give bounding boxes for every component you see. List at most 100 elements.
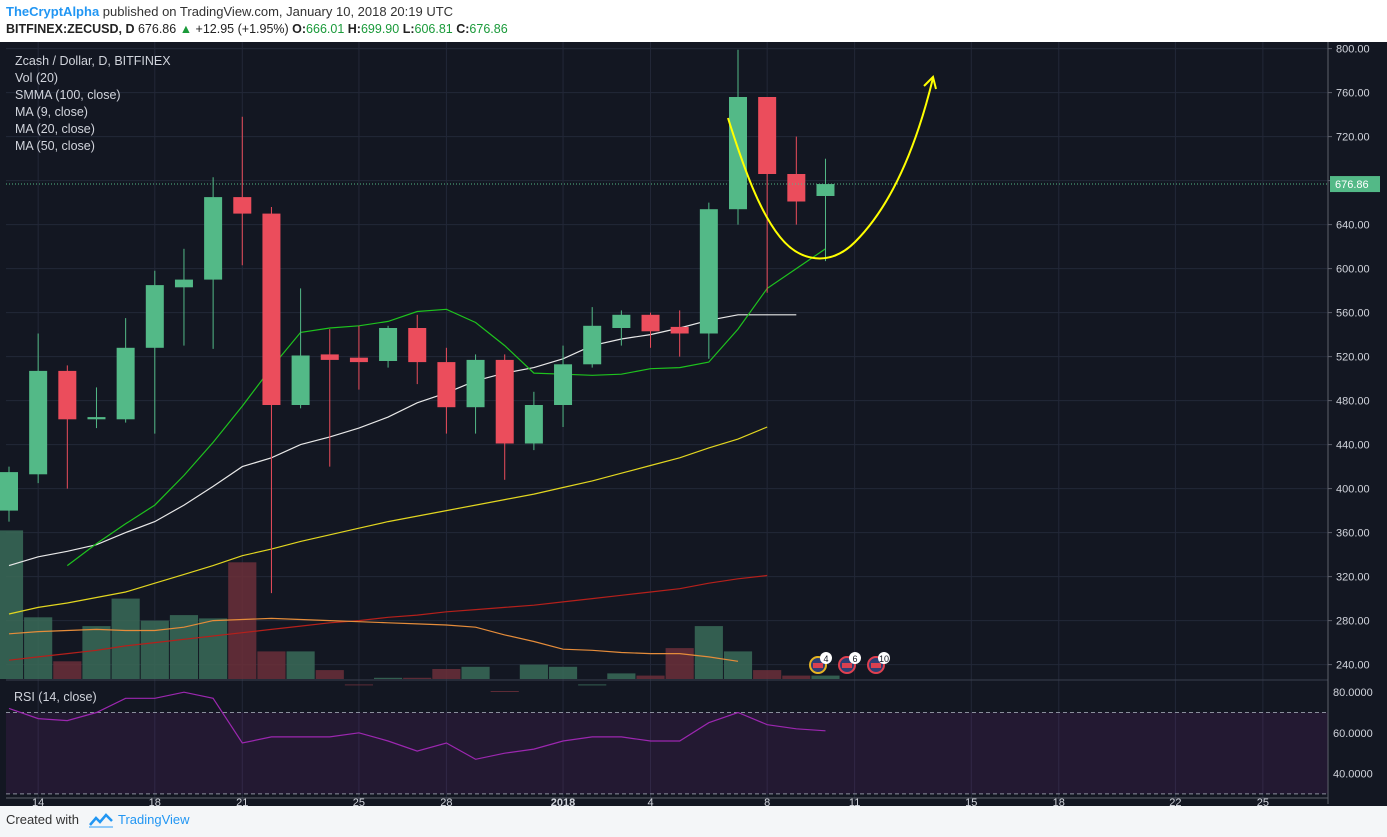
rsi-tick-label: 60.0000 — [1333, 728, 1373, 740]
candle-body — [349, 357, 368, 363]
candle-body — [408, 328, 427, 363]
tradingview-logo-icon — [89, 813, 113, 828]
time-tick-label: 22 — [1169, 797, 1181, 806]
price-tick-label: 720.00 — [1336, 132, 1370, 144]
event-count-badge — [820, 652, 832, 664]
event-flag-icon[interactable]: 10 — [867, 652, 890, 674]
tradingview-link[interactable]: TradingView — [118, 812, 190, 827]
price-tick-label: 440.00 — [1336, 440, 1370, 452]
candle-body — [612, 314, 631, 328]
volume-bar — [665, 648, 694, 679]
candle-body — [58, 370, 77, 420]
author-link[interactable]: TheCryptAlpha — [6, 4, 100, 19]
time-tick-label: 11 — [849, 797, 860, 806]
volume-bar — [753, 670, 782, 679]
legend-ma20: MA (20, close) — [15, 122, 95, 136]
symbol-line: BITFINEX:ZECUSD, D 676.86 ▲ +12.95 (+1.9… — [6, 22, 508, 36]
open-label: O: — [292, 22, 307, 36]
legend-vol: Vol (20) — [15, 71, 58, 85]
created-with-text: Created with — [6, 812, 79, 827]
time-tick-label: 4 — [647, 797, 653, 806]
up-arrow-icon: ▲ — [179, 22, 193, 36]
price-tick-label: 800.00 — [1336, 44, 1370, 56]
time-tick-label: 25 — [353, 797, 365, 806]
volume-bar — [403, 677, 432, 679]
candle-body — [233, 197, 252, 214]
volume-bar — [0, 530, 24, 679]
time-tick-label: 21 — [236, 797, 248, 806]
legend-title: Zcash / Dollar, D, BITFINEX — [15, 54, 171, 68]
rsi-line — [8, 691, 826, 760]
rsi-tick-label: 40.0000 — [1333, 769, 1373, 781]
annotation-drawing — [727, 75, 937, 260]
volume-bar — [315, 670, 344, 679]
candle-body — [291, 355, 310, 405]
volume-bar — [723, 651, 753, 679]
event-count-text: 10 — [879, 654, 889, 664]
publish-header: TheCryptAlpha published on TradingView.c… — [0, 0, 1387, 42]
ma9-line — [66, 248, 826, 567]
volume-bar — [344, 684, 373, 686]
volume-bar — [24, 617, 53, 679]
volume-bar — [636, 675, 665, 679]
rsi-tick-label: 80.0000 — [1333, 687, 1373, 699]
volume-bar — [199, 618, 228, 679]
legend-ma9: MA (9, close) — [15, 105, 88, 119]
last-price-badge — [1330, 176, 1380, 193]
volume-bar — [548, 666, 578, 679]
volume-bar — [53, 661, 82, 679]
price-tick-label: 320.00 — [1336, 572, 1370, 584]
time-tick-label: 2018 — [551, 797, 575, 806]
symbol-text: BITFINEX:ZECUSD, D — [6, 22, 135, 36]
last-price-text: 676.86 — [137, 22, 177, 36]
event-markers[interactable]: 4 6 10 — [809, 652, 890, 674]
candle-body — [0, 472, 18, 511]
time-tick-label: 28 — [440, 797, 452, 806]
high-value: 699.90 — [360, 22, 400, 36]
candle-body — [29, 370, 48, 475]
candle-body — [437, 362, 456, 408]
candle-body — [729, 97, 747, 210]
axes: 800.00760.00720.00680.00640.00600.00560.… — [0, 42, 1387, 806]
candle-body — [262, 213, 281, 405]
candle-body — [379, 328, 398, 361]
candle-body — [554, 364, 573, 405]
volume-bar — [578, 684, 607, 686]
event-count-badge — [849, 652, 861, 664]
moving-averages — [8, 248, 826, 662]
ma50-line — [8, 426, 768, 615]
close-value: 676.86 — [469, 22, 508, 36]
candle-body — [145, 285, 164, 348]
open-value: 666.01 — [306, 22, 345, 36]
event-flag-icon[interactable]: 6 — [838, 652, 861, 674]
rsi-legend: RSI (14, close) — [14, 690, 97, 704]
price-tick-label: 240.00 — [1336, 660, 1370, 672]
volume-bar — [257, 651, 286, 679]
time-tick-label: 15 — [965, 797, 977, 806]
candle-body — [320, 354, 339, 360]
footer: Created with TradingView — [0, 806, 1387, 837]
time-tick-label: 14 — [32, 797, 44, 806]
event-flag-icon[interactable]: 4 — [809, 652, 832, 674]
candle-body — [699, 209, 718, 334]
high-label: H: — [347, 22, 361, 36]
volume-bar — [286, 651, 315, 679]
volume-ma-line — [8, 617, 739, 662]
candle-body — [758, 97, 777, 174]
volume-bar — [432, 669, 461, 679]
price-axis-panel — [1328, 42, 1387, 806]
event-flag-stripes — [842, 663, 852, 668]
price-tick-label: 760.00 — [1336, 88, 1370, 100]
price-tick-label: 640.00 — [1336, 220, 1370, 232]
publish-line: TheCryptAlpha published on TradingView.c… — [6, 4, 453, 19]
ma20-line — [8, 314, 797, 567]
volume-bar — [82, 626, 111, 679]
last-price-label: 676.86 — [1335, 179, 1369, 191]
rsi-pane — [6, 679, 1328, 795]
legend-smma: SMMA (100, close) — [15, 88, 121, 102]
smma-line — [8, 574, 768, 661]
volume-bar — [811, 675, 840, 679]
price-tick-label: 480.00 — [1336, 396, 1370, 408]
time-tick-label: 18 — [149, 797, 161, 806]
